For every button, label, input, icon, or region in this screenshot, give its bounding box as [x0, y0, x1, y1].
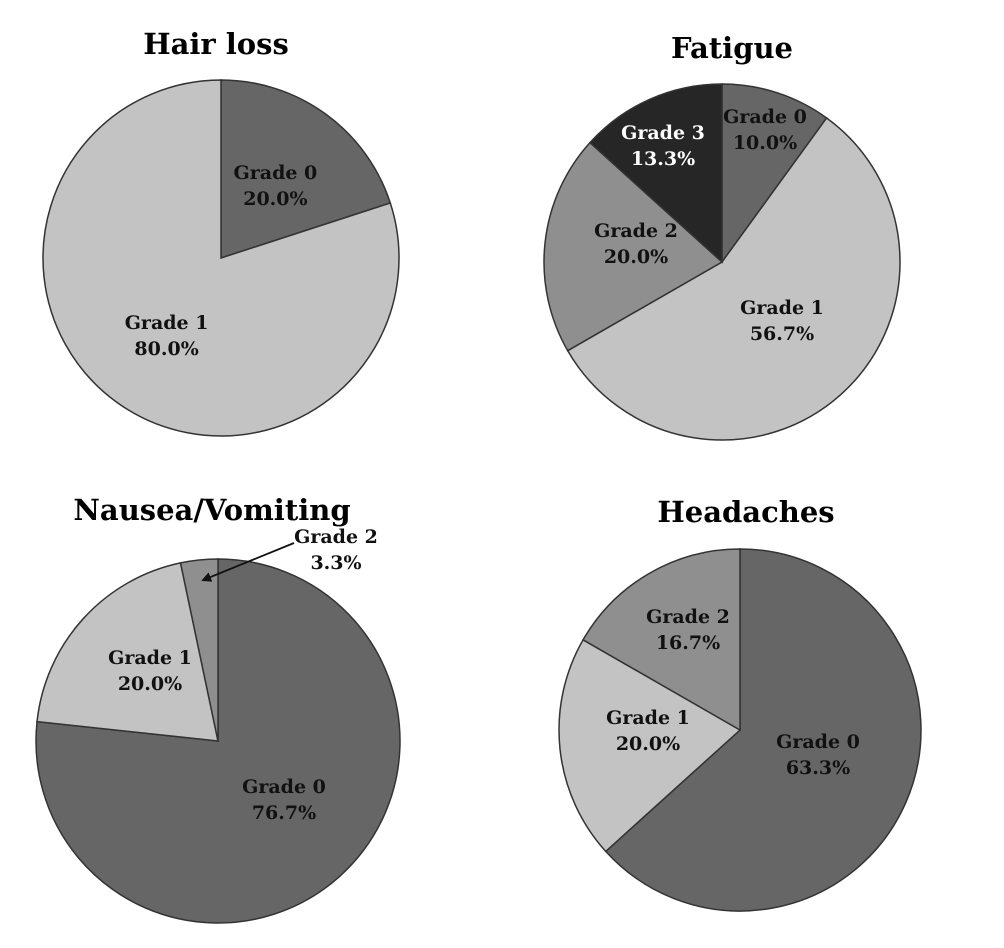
- pie-labels: Grade 0 10.0% Grade 1 56.7% Grade 2 20.0% Grad…: [594, 106, 824, 345]
- pie-slice-grade-0: [35, 558, 401, 924]
- slice-percent: 63.3%: [786, 757, 850, 779]
- chart-title: Fatigue: [671, 31, 793, 65]
- slice-percent: 76.7%: [252, 802, 316, 824]
- slice-percent: 20.0%: [118, 673, 182, 695]
- pie-slices: [35, 558, 401, 924]
- chart-fatigue: Fatigue Grade 0 10.0% Grade 1 56.7% Grade 2 2…: [543, 31, 901, 441]
- callout-arrow: [201, 542, 295, 582]
- slice-label: Grade 1: [108, 647, 192, 669]
- slice-label: Grade 1: [125, 312, 209, 334]
- pie-slices: [543, 83, 901, 441]
- pie-labels: Grade 0 76.7% Grade 1 20.0% Grade 2 3.3%: [108, 526, 378, 824]
- chart-title: Nausea/Vomiting: [73, 493, 350, 527]
- pie-slices: [558, 548, 922, 912]
- chart-title: Hair loss: [143, 27, 289, 61]
- pie-slice-grade-1: [42, 79, 400, 437]
- slice-label: Grade 0: [723, 106, 807, 128]
- slice-label: Grade 0: [776, 731, 860, 753]
- pie-slice-grade-0: [604, 548, 922, 912]
- slice-percent: 80.0%: [134, 338, 198, 360]
- slice-percent: 13.3%: [631, 148, 695, 170]
- slice-percent: 10.0%: [733, 132, 797, 154]
- chart-headaches: Headaches Grade 063.3%Grade 120.0%Grade …: [558, 495, 922, 912]
- slice-percent: 3.3%: [310, 552, 361, 574]
- slice-percent: 16.7%: [656, 632, 720, 654]
- pie-slice-grade-2: [543, 141, 724, 352]
- pie-labels: Grade 0 20.0% Grade 1 80.0%: [125, 162, 318, 360]
- pie-slice-grade-2: [179, 558, 219, 742]
- pie-slice-grade-0: [220, 79, 392, 260]
- pie-slice-grade-3: [588, 83, 723, 264]
- pie-slice-grade-2: [582, 548, 741, 732]
- slice-percent: 20.0%: [604, 246, 668, 268]
- slice-label: Grade 2: [294, 526, 378, 548]
- slice-label: Grade 3: [621, 122, 705, 144]
- pie-labels: Grade 0 63.3% Grade 1 20.0% Grade 2 16.7%: [606, 606, 860, 779]
- slice-label: Grade 2: [594, 220, 678, 242]
- chart-nausea-vomiting: Nausea/Vomiting Grade 0 76.7% Grade 1 20.0%…: [35, 493, 401, 924]
- slice-label: Grade 1: [740, 297, 824, 319]
- pie-slice-grade-1: [566, 116, 901, 441]
- slice-percent: 20.0%: [243, 188, 307, 210]
- slice-percent: 20.0%: [616, 733, 680, 755]
- pie-slice-grade-0: [721, 83, 828, 265]
- pie-slice-grade-1: [36, 562, 219, 742]
- chart-hair-loss: Hair loss Grade 0 20.0% Grade 1 80.0%: [42, 27, 400, 437]
- slice-label: Grade 0: [234, 162, 318, 184]
- slice-label: Grade 1: [606, 707, 690, 729]
- pie-slices: [42, 79, 400, 437]
- pie-slice-grade-1: [558, 638, 742, 853]
- chart-title: Headaches: [657, 495, 834, 529]
- slice-label: Grade 0: [242, 776, 326, 798]
- slice-percent: 56.7%: [750, 323, 814, 345]
- slice-label: Grade 2: [646, 606, 730, 628]
